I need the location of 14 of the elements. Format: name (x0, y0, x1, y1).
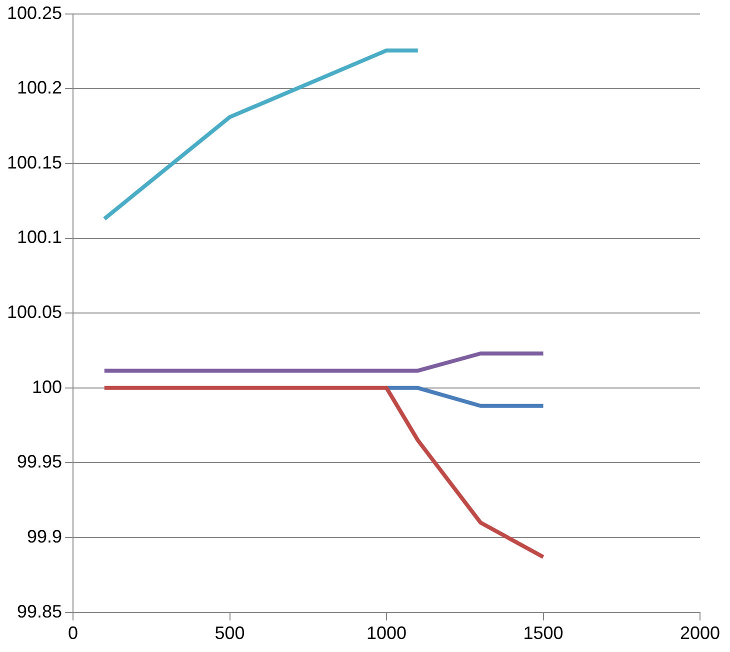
y-tick-label: 100.25 (6, 2, 62, 23)
x-tick-label: 0 (68, 623, 78, 644)
y-tick-label: 99.9 (27, 526, 62, 547)
x-tick-label: 1000 (366, 623, 407, 644)
y-tick-label: 100 (32, 376, 62, 397)
y-tick-label: 100.05 (6, 302, 62, 322)
y-tick-label: 100.2 (17, 78, 62, 98)
x-tick-label: 2000 (680, 623, 720, 644)
y-tick-label: 99.95 (17, 452, 62, 472)
x-tick-label: 1500 (523, 623, 564, 644)
y-tick-label: 100.1 (17, 227, 62, 248)
y-tick-label: 100.15 (6, 152, 62, 172)
y-tick-label: 99.85 (17, 601, 62, 622)
x-tick-label: 500 (214, 623, 245, 644)
